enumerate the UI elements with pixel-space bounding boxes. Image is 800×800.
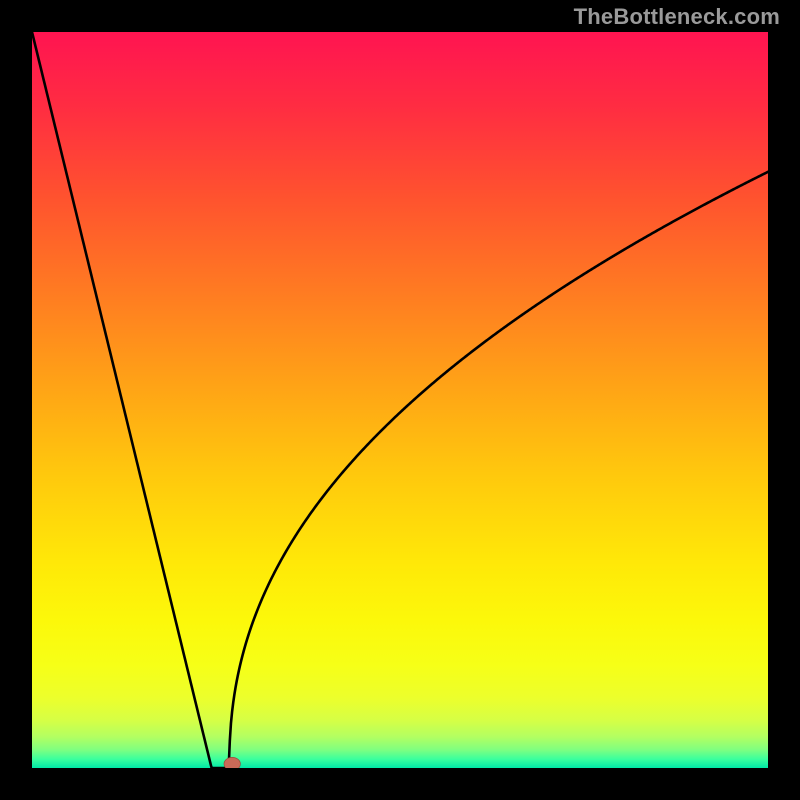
optimal-point-marker xyxy=(224,757,240,768)
gradient-background xyxy=(32,32,768,768)
plot-area xyxy=(32,32,768,768)
bottleneck-chart xyxy=(32,32,768,768)
watermark-text: TheBottleneck.com xyxy=(574,4,780,30)
outer-frame: TheBottleneck.com xyxy=(0,0,800,800)
